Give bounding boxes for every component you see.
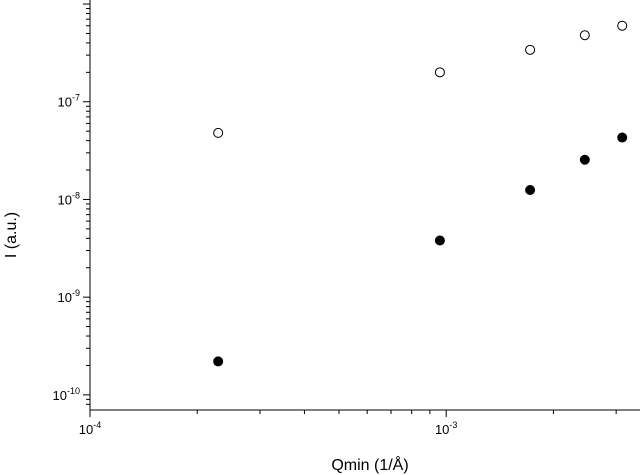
filled-data-point — [525, 184, 536, 195]
y-tick-label: 10-7 — [58, 93, 80, 110]
open-data-point — [525, 44, 536, 55]
open-data-point — [434, 67, 445, 78]
open-data-point — [579, 30, 590, 41]
axes — [89, 0, 640, 411]
y-tick-label: 10-8 — [58, 190, 80, 207]
x-tick-label: 10-3 — [435, 420, 457, 437]
ticks — [83, 3, 617, 417]
x-axis-label: Qmin (1/Å) — [331, 455, 408, 474]
open-data-point — [617, 20, 628, 31]
x-tick-label: 10-4 — [79, 420, 101, 437]
open-data-point — [213, 127, 224, 138]
data-points — [213, 20, 628, 367]
y-axis-label: I (a.u.) — [3, 212, 20, 258]
filled-data-point — [617, 132, 628, 143]
y-tick-label: 10-10 — [53, 386, 80, 403]
filled-data-point — [213, 356, 224, 367]
filled-data-point — [434, 235, 445, 246]
filled-data-point — [579, 154, 590, 165]
y-tick-label: 10-9 — [58, 288, 80, 305]
tick-labels: 10-4 10-3 10-10 10-9 10-8 10-7 — [53, 93, 458, 437]
